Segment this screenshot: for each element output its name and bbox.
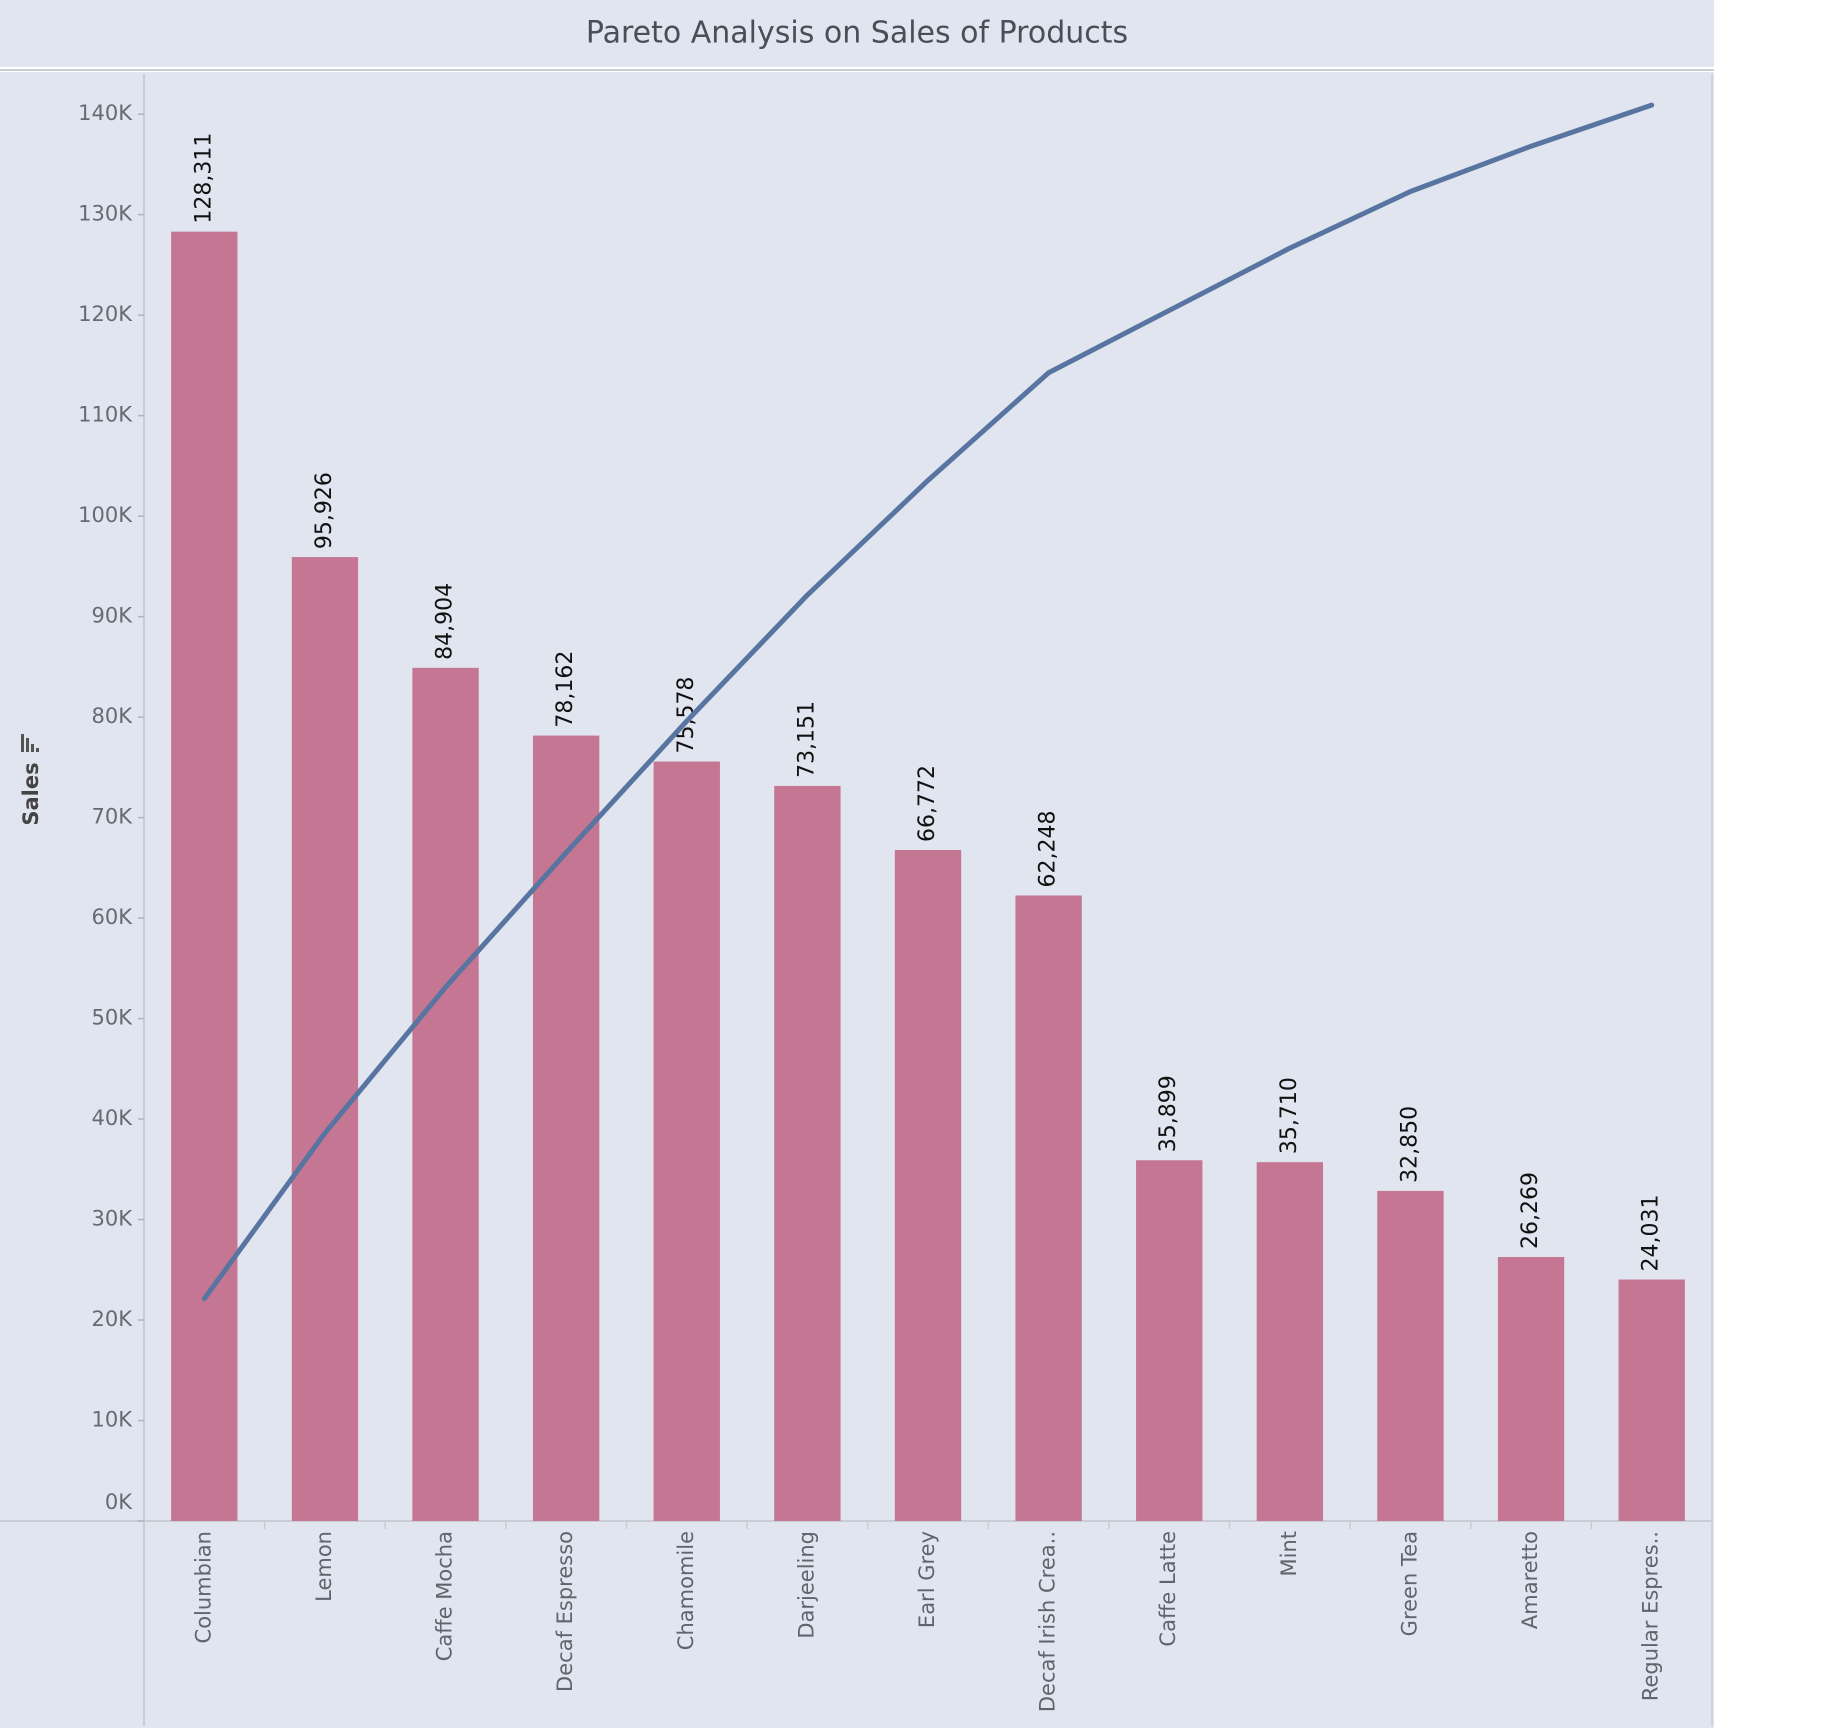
x-tick-label: Lemon (312, 1531, 336, 1602)
bar (291, 557, 359, 1521)
bar (774, 785, 841, 1521)
value-label: 32,850 (1397, 1106, 1422, 1183)
y-tick-label: 60K (92, 905, 134, 929)
y-tick-label: 70K (92, 805, 134, 829)
x-tick-label: Caffe Mocha (433, 1531, 457, 1661)
bar (653, 761, 720, 1521)
bar (894, 850, 962, 1521)
x-tick-label: Decaf Espresso (553, 1531, 577, 1692)
y-tick-label: 140K (78, 101, 133, 125)
y-tick-label: 50K (92, 1006, 134, 1030)
y-tick-label: 90K (92, 604, 134, 628)
y-tick-label: 20K (92, 1307, 134, 1331)
bar (171, 231, 238, 1521)
bar (532, 735, 600, 1521)
value-label: 128,311 (191, 133, 216, 224)
value-label: 35,710 (1277, 1077, 1302, 1154)
y-tick-label: 30K (92, 1207, 134, 1231)
value-label: 73,151 (794, 701, 819, 778)
value-label: 95,926 (312, 472, 337, 549)
y-tick-label: 100K (78, 503, 133, 527)
x-tick-label: Mint (1277, 1531, 1301, 1577)
plot-background (0, 72, 1714, 1728)
bar (1136, 1160, 1203, 1521)
sort-icon (21, 734, 39, 752)
bar (412, 667, 479, 1521)
value-label: 35,899 (1156, 1075, 1181, 1152)
x-tick-label: Columbian (191, 1531, 215, 1643)
bar (1377, 1190, 1444, 1521)
bar (1497, 1257, 1565, 1521)
bar (1015, 895, 1082, 1521)
x-tick-label: Darjeeling (794, 1531, 818, 1639)
x-tick-label: Green Tea (1397, 1531, 1421, 1636)
y-axis-title: Sales (19, 762, 43, 825)
bar (1256, 1162, 1324, 1521)
title-band (0, 0, 1714, 67)
y-tick-label: 120K (78, 302, 133, 326)
x-tick-label: Regular Espres.. (1639, 1531, 1663, 1701)
x-tick-label: Earl Grey (915, 1531, 939, 1628)
value-label: 66,772 (915, 765, 940, 842)
y-tick-label: 10K (92, 1408, 134, 1432)
chart-title: Pareto Analysis on Sales of Products (586, 16, 1128, 51)
bar (1618, 1279, 1685, 1521)
y-tick-label: 130K (78, 202, 133, 226)
y-tick-label: 40K (92, 1106, 134, 1130)
value-label: 24,031 (1639, 1195, 1664, 1272)
value-label: 62,248 (1036, 811, 1061, 888)
cumulative-line (201, 102, 1655, 1302)
y-tick-label: 110K (78, 403, 133, 427)
x-tick-label: Amaretto (1518, 1531, 1542, 1629)
value-label: 78,162 (553, 651, 578, 728)
y-tick-label: 80K (92, 704, 134, 728)
value-label: 26,269 (1518, 1172, 1543, 1249)
x-tick-label: Caffe Latte (1156, 1531, 1180, 1647)
x-tick-label: Chamomile (674, 1531, 698, 1650)
y-tick-label: 0K (105, 1490, 133, 1514)
x-tick-label: Decaf Irish Crea.. (1036, 1531, 1060, 1712)
value-label: 84,904 (433, 583, 458, 660)
